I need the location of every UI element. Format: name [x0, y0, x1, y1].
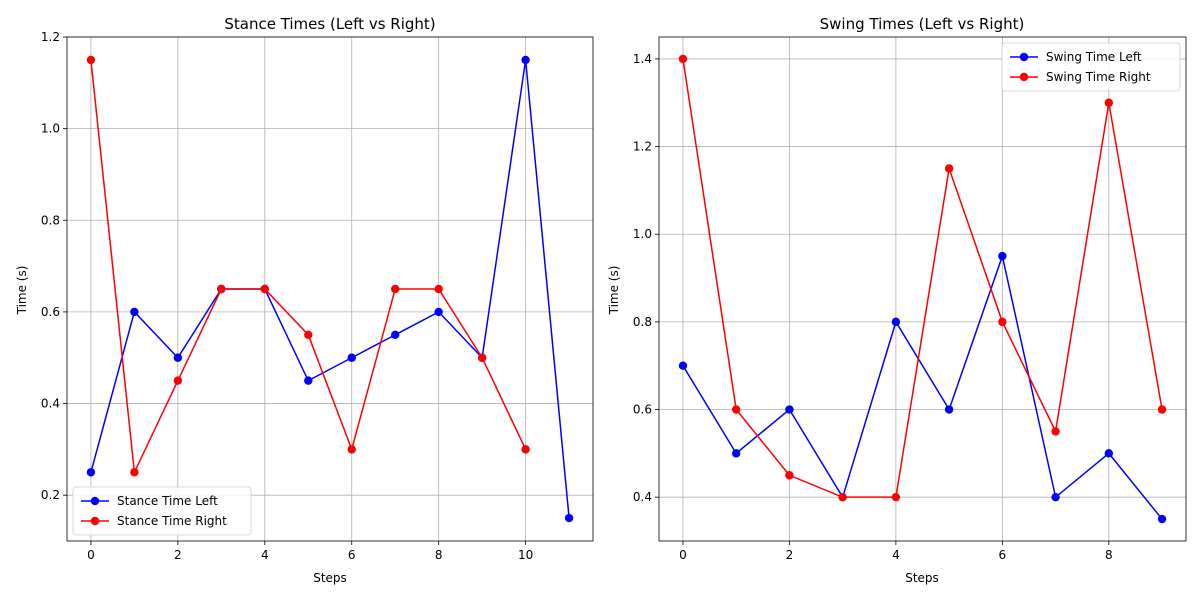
data-point	[891, 492, 901, 502]
data-point	[891, 317, 901, 327]
x-tick-label: 4	[892, 548, 900, 562]
y-axis-label: Time (s)	[15, 266, 29, 316]
legend-marker	[1019, 72, 1029, 82]
x-tick-label: 8	[1105, 548, 1113, 562]
data-point	[998, 317, 1007, 327]
y-tick-label: 0.8	[41, 213, 60, 227]
data-point	[521, 55, 530, 65]
data-point	[521, 445, 530, 454]
x-tick-label: 10	[518, 548, 533, 562]
data-point	[130, 307, 139, 317]
data-point	[731, 405, 741, 414]
y-tick-label: 0.4	[633, 490, 652, 504]
data-point	[998, 251, 1007, 261]
y-tick-label: 1.2	[633, 140, 652, 154]
y-tick-label: 1.0	[41, 122, 60, 136]
data-point	[173, 376, 183, 385]
y-tick-label: 1.2	[41, 30, 60, 44]
plot-frame	[66, 36, 594, 542]
plot-frame	[658, 36, 1187, 542]
data-point	[391, 330, 400, 340]
x-tick-label: 6	[999, 548, 1007, 562]
data-point	[347, 353, 356, 362]
data-point	[1104, 98, 1114, 107]
data-point	[1104, 449, 1114, 458]
x-tick-label: 2	[786, 548, 794, 562]
data-point	[785, 471, 794, 480]
data-point	[564, 513, 574, 523]
tick-marks: 0 2 4 6 8 0.4 0.6 0.8 1.0 1.2 1.4	[633, 52, 1113, 562]
series-line-left	[90, 59, 570, 519]
data-point	[86, 468, 96, 477]
series-layer	[678, 54, 1167, 524]
y-tick-label: 0.6	[41, 305, 60, 319]
data-point	[173, 353, 183, 362]
data-point	[1051, 492, 1060, 502]
data-point	[785, 405, 794, 414]
data-point	[217, 284, 226, 294]
data-point	[838, 492, 847, 502]
x-tick-label: 0	[679, 548, 687, 562]
data-point	[678, 54, 688, 64]
data-point	[944, 405, 954, 414]
y-tick-label: 1.0	[633, 227, 652, 241]
y-tick-label: 0.8	[633, 315, 652, 329]
legend: Stance Time Left Stance Time Right	[72, 486, 252, 536]
tick-marks: 0 2 4 6 8 10 0.2 0.4 0.6 0.8 1.0 1.2	[41, 30, 533, 562]
legend-marker	[90, 496, 100, 506]
legend-label: Stance Time Right	[117, 514, 227, 528]
data-point	[1051, 427, 1060, 436]
data-point	[130, 468, 139, 477]
series-line-right	[682, 58, 1163, 498]
y-tick-label: 0.2	[41, 488, 60, 502]
x-tick-label: 8	[435, 548, 443, 562]
legend-marker	[1019, 52, 1029, 62]
series-line-left	[682, 253, 1163, 520]
legend: Swing Time Left Swing Time Right	[1001, 42, 1181, 92]
data-point	[477, 353, 487, 362]
legend-label: Swing Time Right	[1046, 70, 1151, 84]
legend-label: Stance Time Left	[117, 494, 218, 508]
data-point	[731, 449, 741, 458]
data-point	[304, 376, 313, 385]
data-point	[347, 445, 356, 454]
x-axis-label: Steps	[905, 571, 939, 585]
data-point	[944, 164, 954, 173]
data-point	[434, 307, 443, 317]
chart-title: Swing Times (Left vs Right)	[820, 15, 1025, 33]
x-axis-label: Steps	[313, 571, 347, 585]
data-point	[678, 361, 688, 370]
data-point	[260, 284, 269, 294]
x-tick-label: 2	[174, 548, 182, 562]
swing-times-chart: Swing Times (Left vs Right) Steps Time (…	[607, 15, 1187, 585]
data-point	[1157, 514, 1167, 524]
data-point	[1157, 405, 1167, 414]
legend-box	[72, 486, 252, 536]
series-layer	[86, 55, 574, 523]
chart-title: Stance Times (Left vs Right)	[224, 15, 435, 33]
legend-label: Swing Time Left	[1046, 50, 1142, 64]
x-tick-label: 0	[87, 548, 95, 562]
y-axis-label: Time (s)	[607, 266, 621, 316]
data-point	[434, 284, 443, 294]
y-tick-label: 0.4	[41, 397, 60, 411]
legend-box	[1001, 42, 1181, 92]
stance-times-chart: Stance Times (Left vs Right) Steps Time …	[15, 15, 594, 585]
y-tick-label: 1.4	[633, 52, 652, 66]
data-point	[391, 284, 400, 294]
x-tick-label: 6	[348, 548, 356, 562]
data-point	[304, 330, 313, 340]
x-tick-label: 4	[261, 548, 269, 562]
data-point	[86, 55, 96, 65]
y-tick-label: 0.6	[633, 403, 652, 417]
legend-marker	[90, 516, 100, 526]
